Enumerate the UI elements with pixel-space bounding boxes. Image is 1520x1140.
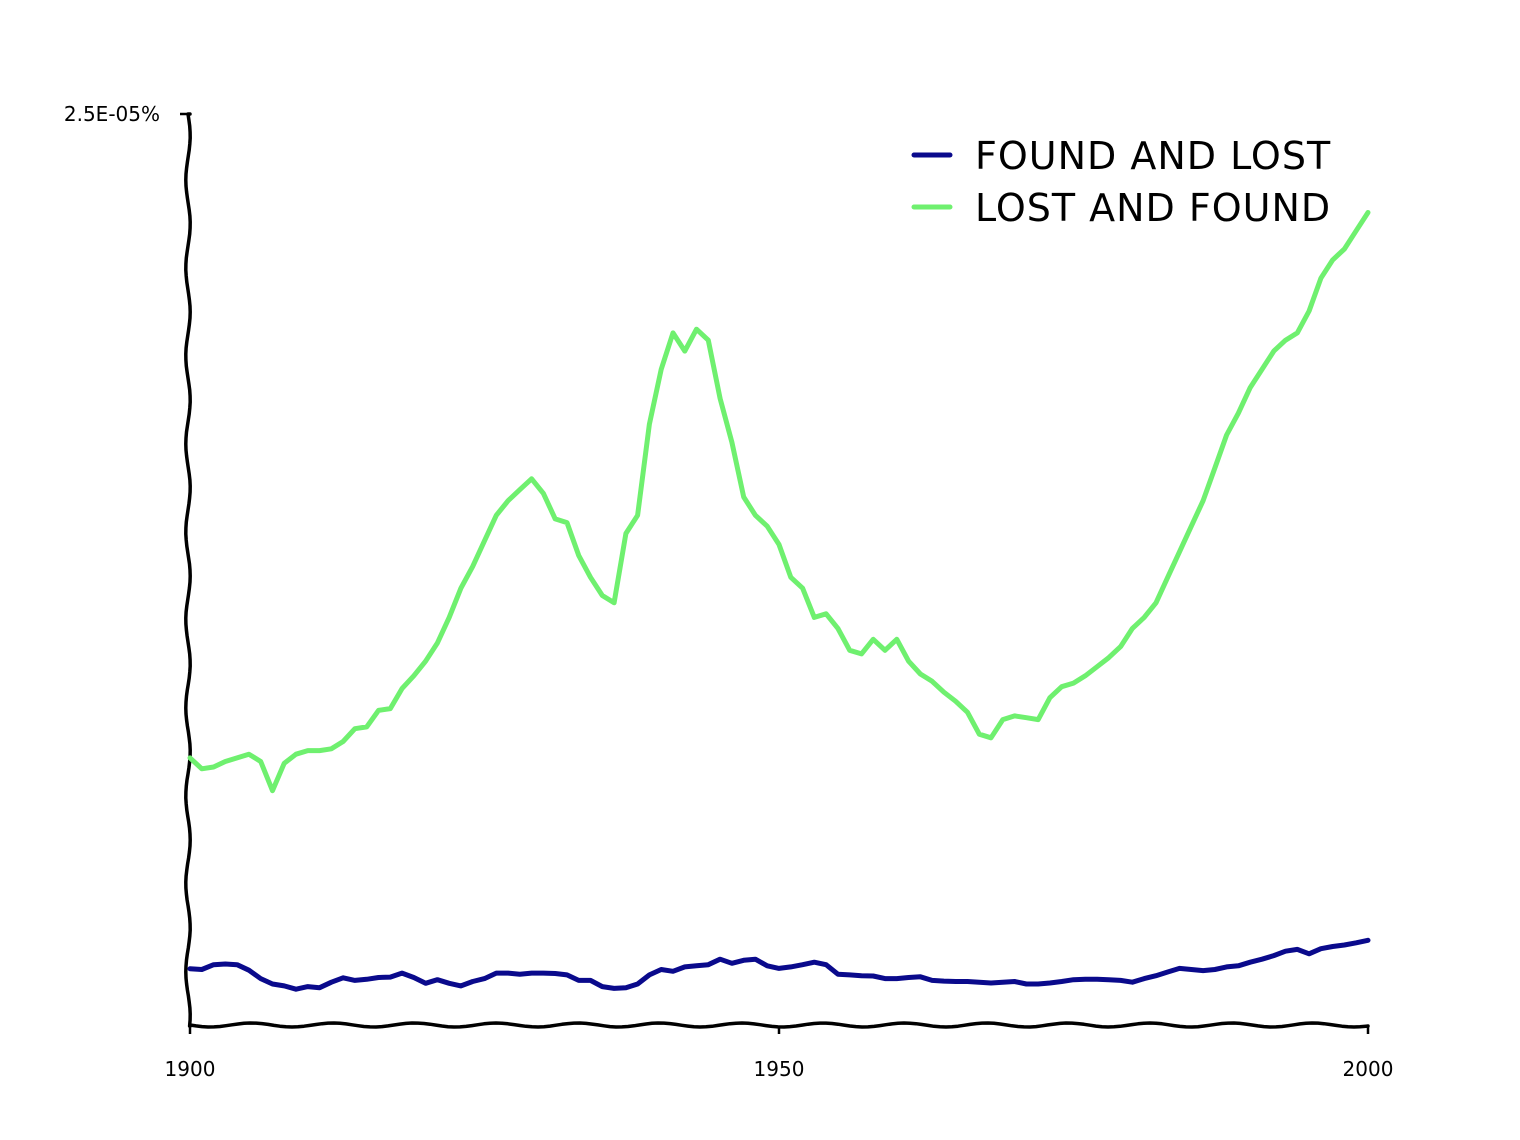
- series-layer: [187, 210, 1371, 992]
- series-line-1: [187, 210, 1371, 794]
- x-tick-label-2000: 2000: [1343, 1057, 1394, 1081]
- x-axis-ticks: 1900 1950 2000: [165, 1026, 1394, 1081]
- legend-label-1: LOST AND FOUND: [975, 186, 1331, 230]
- series-line-0: [187, 937, 1371, 992]
- y-axis-max-label: 2.5E-05%: [64, 102, 160, 126]
- x-tick-label-1950: 1950: [754, 1057, 805, 1081]
- chart-axes: 2.5E-05%: [64, 102, 1370, 1029]
- x-tick-label-1900: 1900: [165, 1057, 216, 1081]
- legend-label-0: FOUND AND LOST: [975, 134, 1331, 178]
- y-axis: [184, 112, 192, 1028]
- legend: FOUND AND LOST LOST AND FOUND: [911, 134, 1331, 230]
